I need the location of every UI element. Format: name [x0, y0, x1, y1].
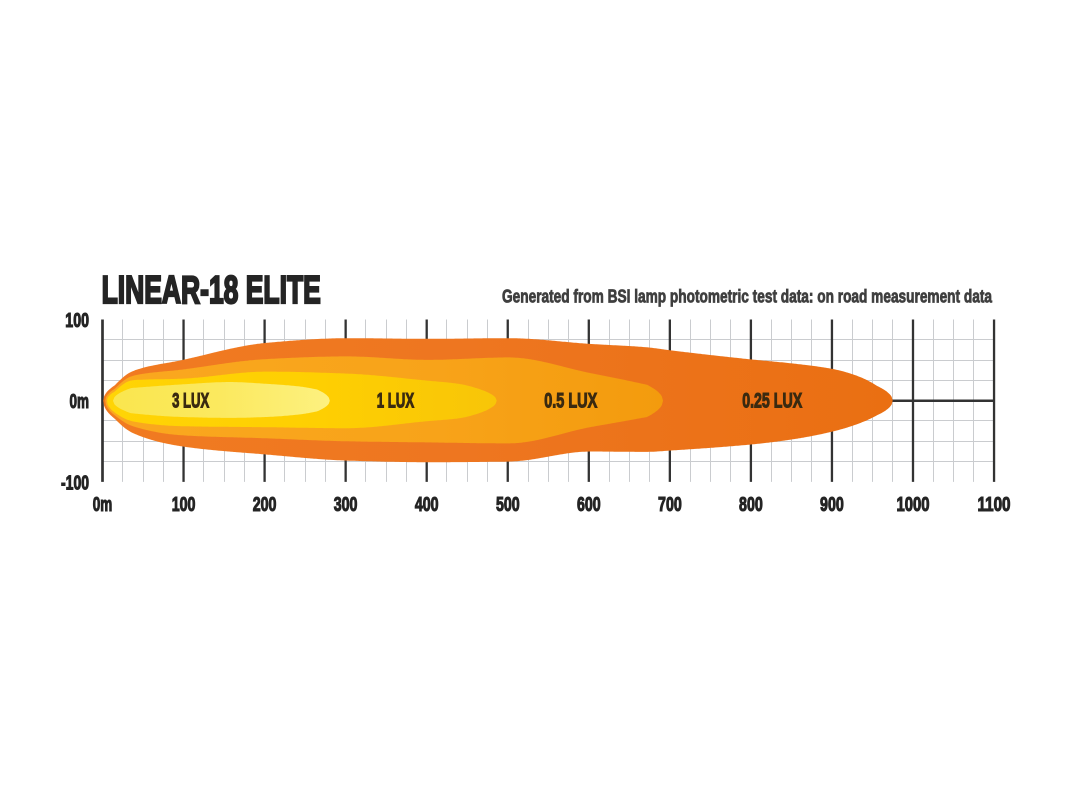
svg-text:LINEAR-18 ELITE: LINEAR-18 ELITE [102, 269, 321, 312]
svg-text:0.25 LUX: 0.25 LUX [742, 390, 802, 413]
svg-text:300: 300 [334, 494, 358, 516]
svg-text:100: 100 [172, 494, 196, 516]
svg-text:1000: 1000 [897, 494, 930, 516]
svg-text:0m: 0m [93, 494, 113, 516]
svg-text:1 LUX: 1 LUX [377, 390, 415, 413]
svg-text:3 LUX: 3 LUX [172, 390, 209, 413]
svg-text:Generated from BSI lamp photom: Generated from BSI lamp photometric test… [502, 285, 993, 306]
svg-text:0.5 LUX: 0.5 LUX [544, 390, 597, 413]
svg-text:400: 400 [415, 494, 439, 516]
svg-text:-100: -100 [61, 473, 89, 495]
svg-text:500: 500 [496, 494, 520, 516]
svg-text:0m: 0m [70, 391, 90, 413]
svg-text:100: 100 [65, 310, 89, 332]
svg-text:200: 200 [253, 494, 277, 516]
svg-text:600: 600 [577, 494, 601, 516]
svg-text:1100: 1100 [978, 494, 1011, 516]
svg-text:700: 700 [658, 494, 682, 516]
svg-text:900: 900 [820, 494, 844, 516]
svg-text:800: 800 [739, 494, 763, 516]
